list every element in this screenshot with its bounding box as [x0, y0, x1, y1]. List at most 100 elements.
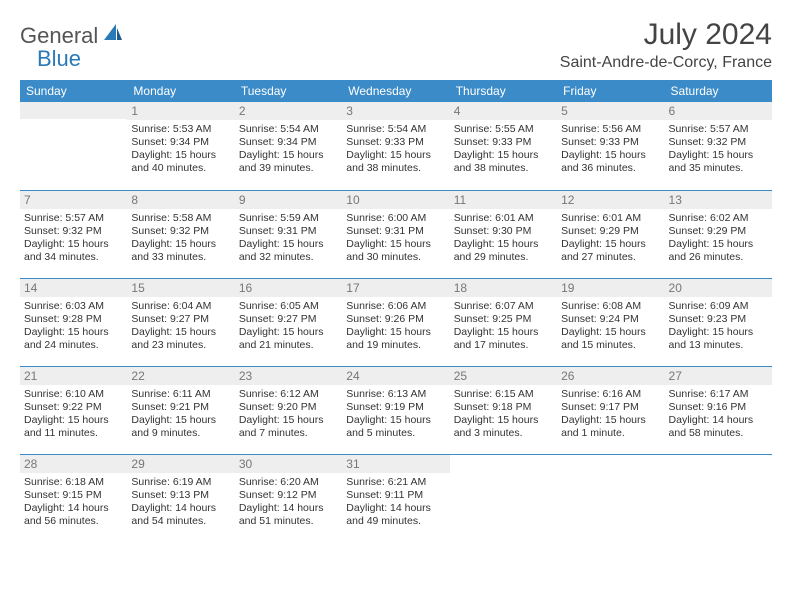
- day-info: Sunrise: 5:55 AMSunset: 9:33 PMDaylight:…: [454, 123, 553, 176]
- day-info: Sunrise: 6:02 AMSunset: 9:29 PMDaylight:…: [669, 212, 768, 265]
- day-number: 6: [665, 102, 772, 120]
- calendar-week-row: 7Sunrise: 5:57 AMSunset: 9:32 PMDaylight…: [20, 190, 772, 278]
- day-number: 25: [450, 367, 557, 385]
- daylight-text: Daylight: 15 hours and 40 minutes.: [131, 149, 230, 175]
- sunrise-text: Sunrise: 6:13 AM: [346, 388, 445, 401]
- day-info: Sunrise: 6:08 AMSunset: 9:24 PMDaylight:…: [561, 300, 660, 353]
- day-info: Sunrise: 6:09 AMSunset: 9:23 PMDaylight:…: [669, 300, 768, 353]
- day-info: Sunrise: 6:03 AMSunset: 9:28 PMDaylight:…: [24, 300, 123, 353]
- sunset-text: Sunset: 9:29 PM: [669, 225, 768, 238]
- calendar-day-cell: 16Sunrise: 6:05 AMSunset: 9:27 PMDayligh…: [235, 278, 342, 366]
- day-info: Sunrise: 6:01 AMSunset: 9:30 PMDaylight:…: [454, 212, 553, 265]
- calendar-week-row: 14 Sunrise: 6:03 AMSunset: 9:28 PMDayligh…: [20, 278, 772, 366]
- day-number: 11: [450, 191, 557, 209]
- sunset-text: Sunset: 9:20 PM: [239, 401, 338, 414]
- sunset-text: Sunset: 9:27 PM: [131, 313, 230, 326]
- calendar-day-cell: 4 Sunrise: 5:55 AMSunset: 9:33 PMDaylight…: [450, 102, 557, 190]
- day-number: 27: [665, 367, 772, 385]
- day-info: Sunrise: 6:18 AMSunset: 9:15 PMDaylight:…: [24, 476, 123, 529]
- daylight-text: Daylight: 15 hours and 11 minutes.: [24, 414, 123, 440]
- calendar-day-cell: 31 Sunrise: 6:21 AMSunset: 9:11 PMDayligh…: [342, 454, 449, 542]
- day-info: Sunrise: 6:11 AMSunset: 9:21 PMDaylight:…: [131, 388, 230, 441]
- day-info: Sunrise: 5:59 AMSunset: 9:31 PMDaylight:…: [239, 212, 338, 265]
- sunrise-text: Sunrise: 6:04 AM: [131, 300, 230, 313]
- calendar-week-row: 28Sunrise: 6:18 AMSunset: 9:15 PMDayligh…: [20, 454, 772, 542]
- daylight-text: Daylight: 14 hours and 58 minutes.: [669, 414, 768, 440]
- daylight-text: Daylight: 15 hours and 15 minutes.: [561, 326, 660, 352]
- sunrise-text: Sunrise: 6:18 AM: [24, 476, 123, 489]
- day-number: 10: [342, 191, 449, 209]
- sunset-text: Sunset: 9:23 PM: [669, 313, 768, 326]
- day-info: Sunrise: 6:17 AMSunset: 9:16 PMDaylight:…: [669, 388, 768, 441]
- calendar-day-cell: 21Sunrise: 6:10 AMSunset: 9:22 PMDayligh…: [20, 366, 127, 454]
- day-info: Sunrise: 5:54 AMSunset: 9:33 PMDaylight:…: [346, 123, 445, 176]
- calendar-day-cell: 27 Sunrise: 6:17 AMSunset: 9:16 PMDayligh…: [665, 366, 772, 454]
- calendar-day-cell: 22Sunrise: 6:11 AMSunset: 9:21 PMDayligh…: [127, 366, 234, 454]
- day-number: 14: [20, 279, 127, 297]
- logo-text-general: General: [20, 23, 98, 49]
- calendar-day-cell: 19Sunrise: 6:08 AMSunset: 9:24 PMDayligh…: [557, 278, 664, 366]
- calendar-day-cell: 3Sunrise: 5:54 AMSunset: 9:33 PMDaylight…: [342, 102, 449, 190]
- day-number: 5: [557, 102, 664, 120]
- sunset-text: Sunset: 9:17 PM: [561, 401, 660, 414]
- sunset-text: Sunset: 9:32 PM: [131, 225, 230, 238]
- daylight-text: Daylight: 15 hours and 35 minutes.: [669, 149, 768, 175]
- day-info: Sunrise: 6:04 AMSunset: 9:27 PMDaylight:…: [131, 300, 230, 353]
- sunset-text: Sunset: 9:34 PM: [239, 136, 338, 149]
- day-number: 9: [235, 191, 342, 209]
- day-number: 8: [127, 191, 234, 209]
- calendar-day-cell: 25Sunrise: 6:15 AMSunset: 9:18 PMDayligh…: [450, 366, 557, 454]
- sunrise-text: Sunrise: 6:07 AM: [454, 300, 553, 313]
- calendar-day-cell: 13Sunrise: 6:02 AMSunset: 9:29 PMDayligh…: [665, 190, 772, 278]
- day-number: 18: [450, 279, 557, 297]
- sunrise-text: Sunrise: 6:09 AM: [669, 300, 768, 313]
- calendar-day-cell: 7Sunrise: 5:57 AMSunset: 9:32 PMDaylight…: [20, 190, 127, 278]
- sunrise-text: Sunrise: 6:20 AM: [239, 476, 338, 489]
- day-info: Sunrise: 6:06 AMSunset: 9:26 PMDaylight:…: [346, 300, 445, 353]
- sunrise-text: Sunrise: 6:03 AM: [24, 300, 123, 313]
- day-info: Sunrise: 5:58 AMSunset: 9:32 PMDaylight:…: [131, 212, 230, 265]
- sunset-text: Sunset: 9:33 PM: [454, 136, 553, 149]
- sunrise-text: Sunrise: 5:58 AM: [131, 212, 230, 225]
- sunrise-text: Sunrise: 6:01 AM: [561, 212, 660, 225]
- day-info: Sunrise: 6:10 AMSunset: 9:22 PMDaylight:…: [24, 388, 123, 441]
- daylight-text: Daylight: 15 hours and 3 minutes.: [454, 414, 553, 440]
- day-number: 4: [450, 102, 557, 120]
- empty-daynum: [20, 102, 127, 119]
- sunrise-text: Sunrise: 5:57 AM: [669, 123, 768, 136]
- sunset-text: Sunset: 9:15 PM: [24, 489, 123, 502]
- daylight-text: Daylight: 15 hours and 27 minutes.: [561, 238, 660, 264]
- title-block: July 2024 Saint-Andre-de-Corcy, France: [560, 18, 772, 72]
- day-number: 31: [342, 455, 449, 473]
- sunrise-text: Sunrise: 5:54 AM: [239, 123, 338, 136]
- sunset-text: Sunset: 9:18 PM: [454, 401, 553, 414]
- sunset-text: Sunset: 9:27 PM: [239, 313, 338, 326]
- sunrise-text: Sunrise: 6:17 AM: [669, 388, 768, 401]
- weekday-header: Saturday: [665, 80, 772, 102]
- sunset-text: Sunset: 9:33 PM: [561, 136, 660, 149]
- weekday-header: Wednesday: [342, 80, 449, 102]
- day-info: Sunrise: 6:21 AMSunset: 9:11 PMDaylight:…: [346, 476, 445, 529]
- day-number: 23: [235, 367, 342, 385]
- sunrise-text: Sunrise: 6:02 AM: [669, 212, 768, 225]
- daylight-text: Daylight: 15 hours and 29 minutes.: [454, 238, 553, 264]
- day-info: Sunrise: 6:19 AMSunset: 9:13 PMDaylight:…: [131, 476, 230, 529]
- daylight-text: Daylight: 15 hours and 5 minutes.: [346, 414, 445, 440]
- month-title: July 2024: [560, 18, 772, 52]
- day-info: Sunrise: 5:56 AMSunset: 9:33 PMDaylight:…: [561, 123, 660, 176]
- sunset-text: Sunset: 9:16 PM: [669, 401, 768, 414]
- day-number: 28: [20, 455, 127, 473]
- day-number: 30: [235, 455, 342, 473]
- daylight-text: Daylight: 15 hours and 19 minutes.: [346, 326, 445, 352]
- calendar-day-cell: 15Sunrise: 6:04 AMSunset: 9:27 PMDayligh…: [127, 278, 234, 366]
- sunset-text: Sunset: 9:30 PM: [454, 225, 553, 238]
- daylight-text: Daylight: 15 hours and 21 minutes.: [239, 326, 338, 352]
- daylight-text: Daylight: 15 hours and 26 minutes.: [669, 238, 768, 264]
- sunset-text: Sunset: 9:31 PM: [239, 225, 338, 238]
- sunrise-text: Sunrise: 6:00 AM: [346, 212, 445, 225]
- calendar-day-cell: 9 Sunrise: 5:59 AMSunset: 9:31 PMDaylight…: [235, 190, 342, 278]
- daylight-text: Daylight: 14 hours and 51 minutes.: [239, 502, 338, 528]
- sunset-text: Sunset: 9:26 PM: [346, 313, 445, 326]
- calendar-day-cell: 1Sunrise: 5:53 AMSunset: 9:34 PMDaylight…: [127, 102, 234, 190]
- day-number: 1: [127, 102, 234, 120]
